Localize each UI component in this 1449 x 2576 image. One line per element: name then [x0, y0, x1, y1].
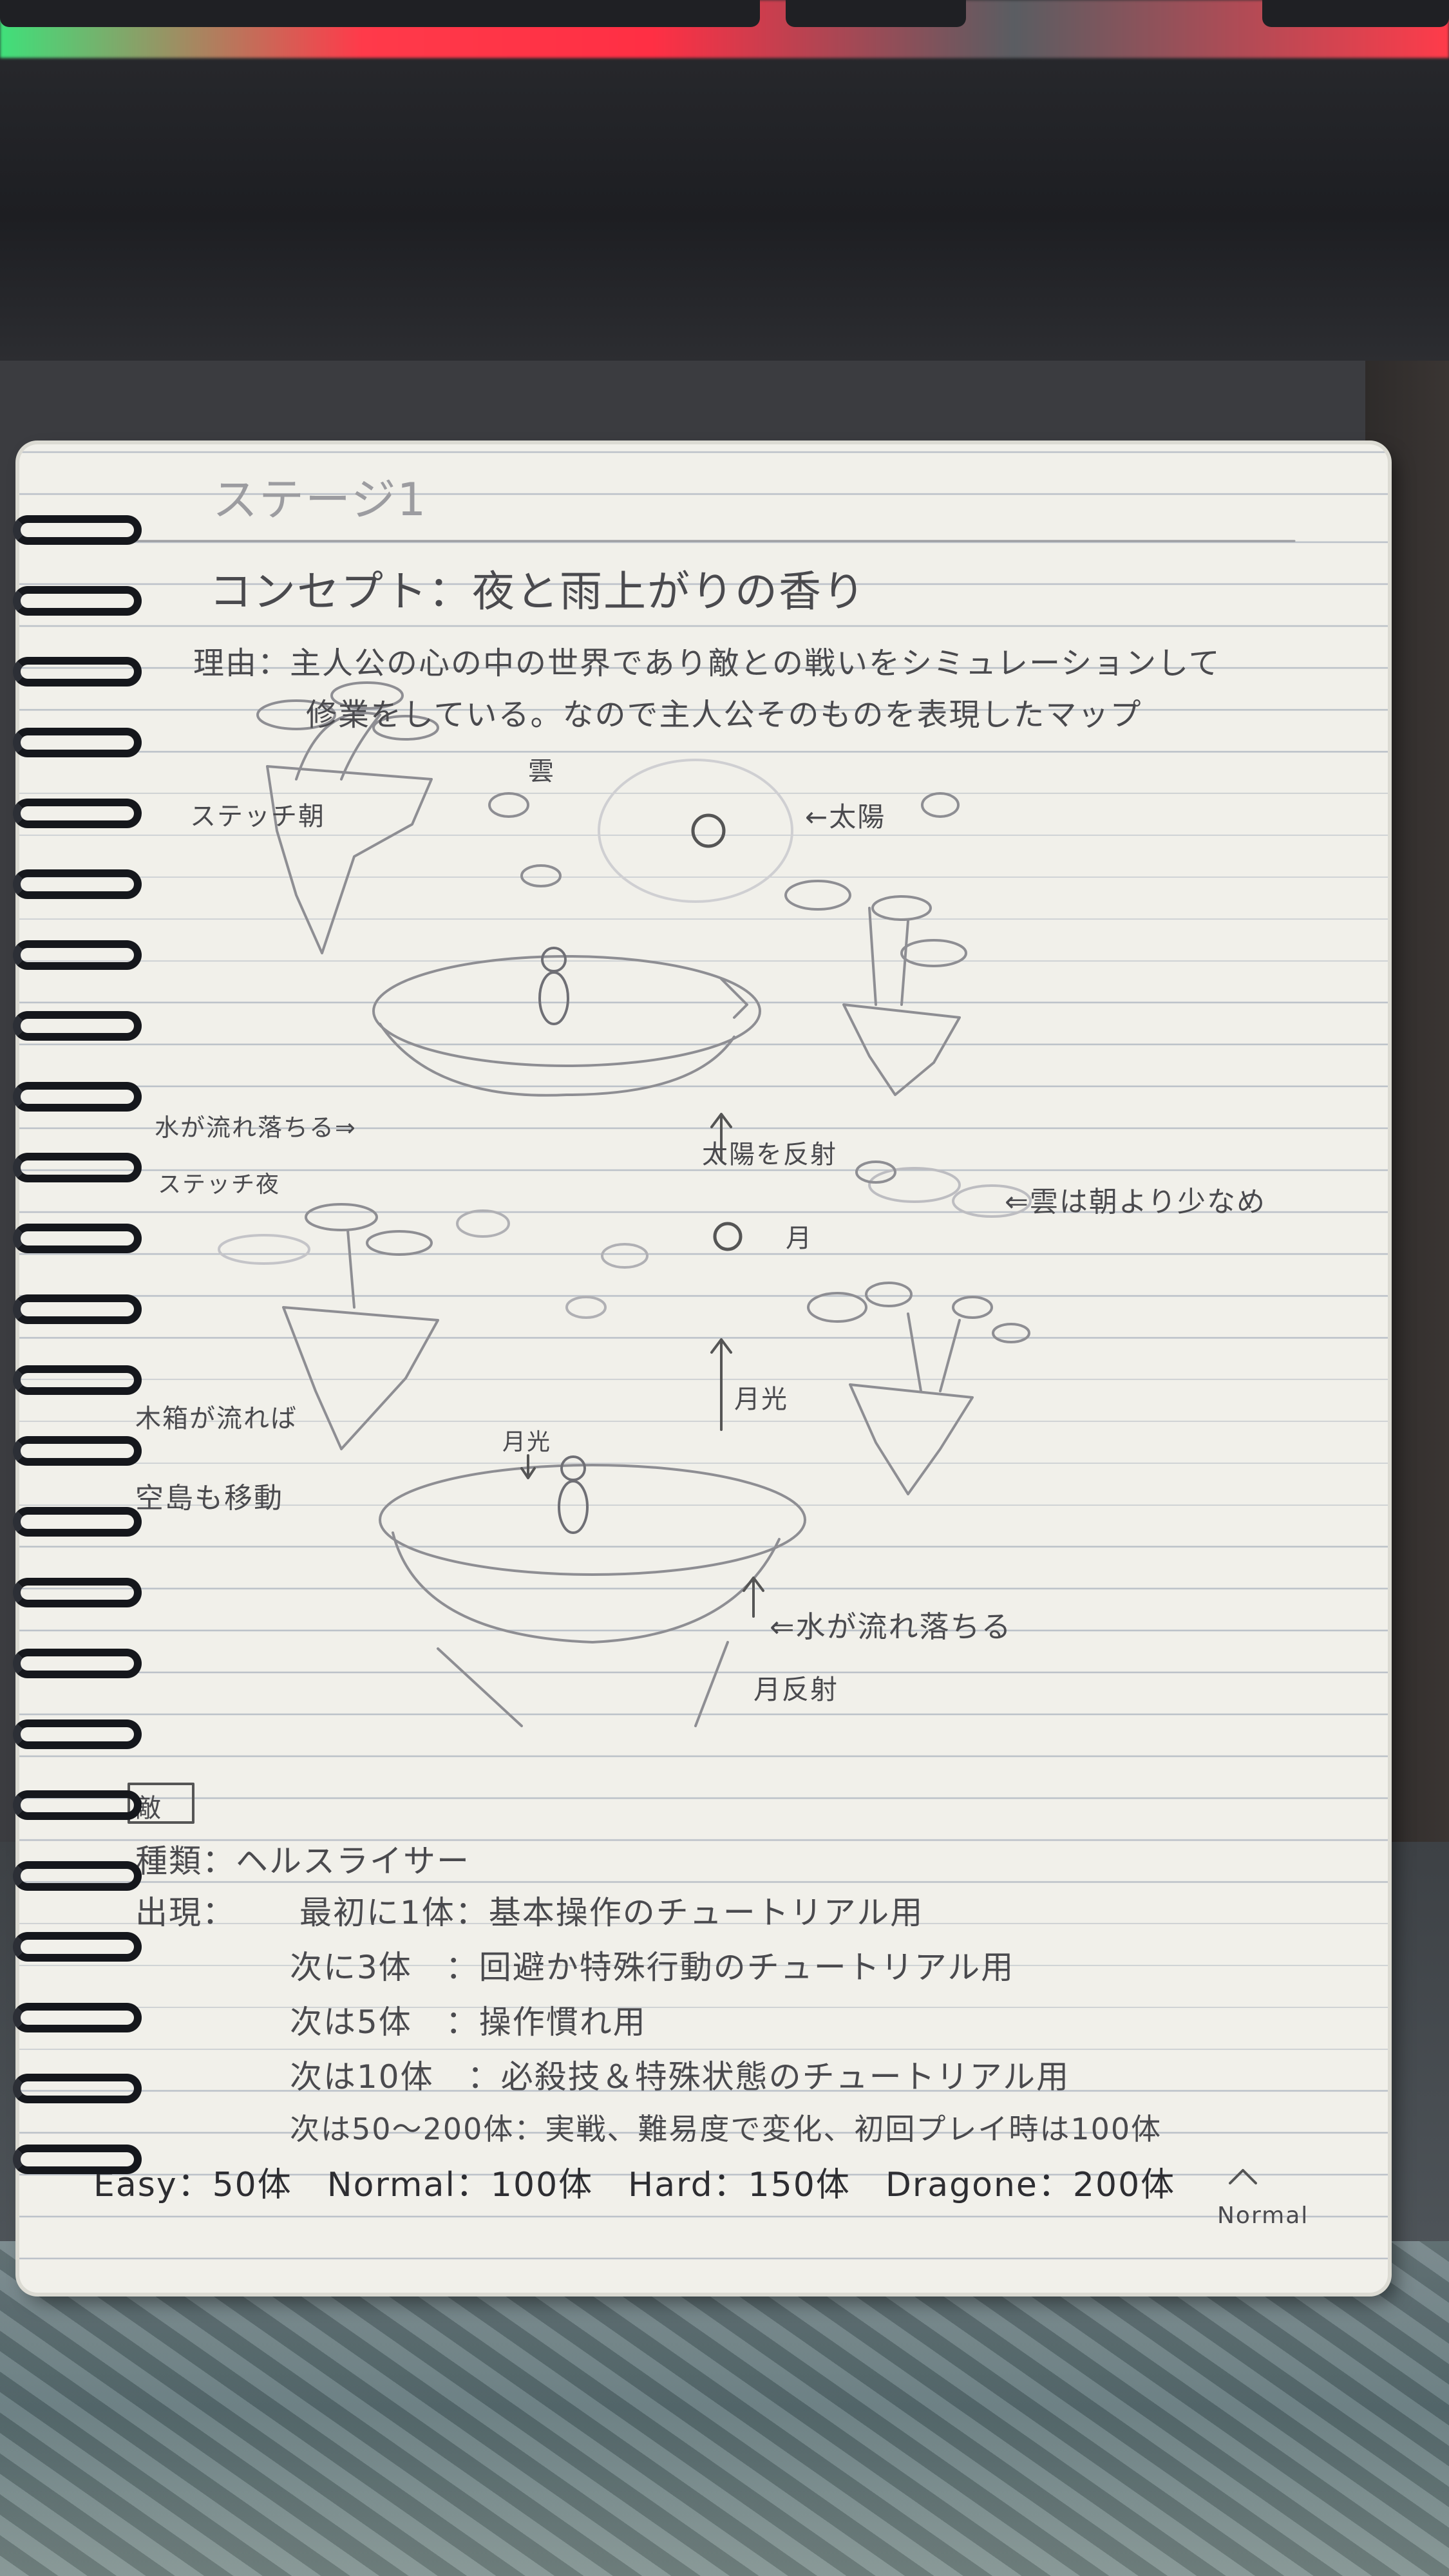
- map-sketches: [102, 540, 1296, 2184]
- spawn-row-3: 次は5体 ：操作慣れ用: [290, 2003, 647, 2041]
- spawn-row-1: 最初に1体：基本操作のチュートリアル用: [299, 1894, 924, 1931]
- cloud-sketch: [456, 1209, 510, 1238]
- cloud-sketch: [952, 1184, 1032, 1218]
- ring: [13, 657, 142, 687]
- island-right-morning: [784, 880, 967, 1096]
- concept-line: コンセプト：夜と雨上がりの香り: [209, 567, 866, 616]
- spawn-row-2: 次に3体 ：回避か特殊行動のチュートリアル用: [290, 1949, 1015, 1986]
- appear-label: 出現：: [135, 1894, 236, 1931]
- arrow-down-icon: [520, 1454, 536, 1479]
- label-water-flow-1: 水が流れ落ちる⇒: [155, 1113, 357, 1142]
- ring: [13, 869, 142, 899]
- ring: [13, 1932, 142, 1962]
- keycap: [786, 0, 966, 27]
- spiral-binding: [0, 489, 155, 2215]
- label-sun: ←太陽: [805, 801, 886, 833]
- ring: [13, 1507, 142, 1537]
- difficulty-line: Easy：50体 Normal：100体 Hard：150体 Dragone：2…: [93, 2166, 1176, 2204]
- sun-sketch: [691, 813, 726, 848]
- ring: [13, 1790, 142, 1820]
- ring: [13, 940, 142, 970]
- arrow-up-icon: [710, 1338, 732, 1431]
- ring: [13, 2145, 142, 2174]
- reason-line-2: 修業をしている。なので主人公そのものを表現したマップ: [306, 697, 1142, 733]
- ring: [13, 1011, 142, 1041]
- label-floating-island: 空島も移動: [135, 1482, 283, 1515]
- ring: [13, 2074, 142, 2103]
- island-left-morning: [256, 681, 439, 954]
- enemy-type: 種類：ヘルスライサー: [135, 1842, 470, 1880]
- ring: [13, 1719, 142, 1749]
- cloud-sketch: [520, 864, 562, 887]
- ring: [13, 799, 142, 828]
- ring: [13, 1153, 142, 1182]
- ring: [13, 728, 142, 757]
- keycap: [1262, 0, 1449, 27]
- keyboard: [0, 0, 1449, 361]
- arrow-up-icon: [743, 1577, 764, 1618]
- label-night-light: 月光: [502, 1429, 552, 1455]
- arena-night: [379, 1455, 806, 1727]
- label-debris: 木箱が流れば: [135, 1404, 298, 1434]
- ring: [13, 2003, 142, 2032]
- cloud-sketch: [565, 1296, 607, 1319]
- island-right-night: [807, 1282, 1030, 1495]
- sun-halo: [598, 759, 793, 903]
- label-moon: 月: [786, 1224, 813, 1253]
- arrow-up-icon: [710, 1113, 732, 1160]
- label-cloud-more: ⇐雲は朝より少なめ: [1005, 1186, 1266, 1218]
- ring: [13, 1294, 142, 1324]
- arena-morning: [372, 947, 761, 1097]
- spawn-row-5: 次は50～200体：実戦、難易度で変化、初回プレイ時は100体: [290, 2112, 1162, 2146]
- ruled-lines: [19, 444, 1388, 2293]
- cloud-sketch: [601, 1243, 649, 1269]
- label-morning: ステッチ朝: [190, 802, 325, 831]
- moon-sketch: [713, 1222, 743, 1251]
- page-title: ステージ1: [213, 473, 428, 526]
- cloud-sketch: [488, 792, 529, 818]
- label-reflection: 月反射: [753, 1674, 839, 1705]
- label-night: ステッチ夜: [158, 1171, 281, 1198]
- island-left-night: [218, 1203, 439, 1450]
- label-moonlight: 月光: [734, 1385, 788, 1414]
- label-sunlight: 太陽を反射: [702, 1140, 837, 1170]
- label-cloud: 雲: [528, 757, 555, 786]
- caret-icon: [1229, 2169, 1257, 2184]
- ring: [13, 1578, 142, 1607]
- label-water-flow-2: ⇐水が流れ落ちる: [770, 1609, 1012, 1644]
- spawn-row-4: 次は10体 ：必殺技＆特殊状態のチュートリアル用: [290, 2058, 1070, 2096]
- ring: [13, 1224, 142, 1253]
- cloth: [0, 2241, 1449, 2576]
- difficulty-note: Normal: [1217, 2202, 1309, 2229]
- stage-sketches: [102, 540, 1296, 2184]
- ring: [13, 515, 142, 545]
- ring: [13, 586, 142, 616]
- reason-line-1: 理由：主人公の心の中の世界であり敵との戦いをシミュレーションして: [193, 645, 1221, 681]
- notebook-page: ステージ1 コンセプト：夜と雨上がりの香り 理由：主人公の心の中の世界であり敵と…: [19, 444, 1388, 2293]
- ring: [13, 1082, 142, 1112]
- ring: [13, 1649, 142, 1678]
- keycap: [0, 0, 760, 27]
- cloud-sketch: [921, 792, 960, 818]
- ring: [13, 1861, 142, 1891]
- ring: [13, 1436, 142, 1466]
- cloud-sketch: [868, 1167, 961, 1203]
- ring: [13, 1365, 142, 1395]
- cloud-sketch: [855, 1160, 896, 1184]
